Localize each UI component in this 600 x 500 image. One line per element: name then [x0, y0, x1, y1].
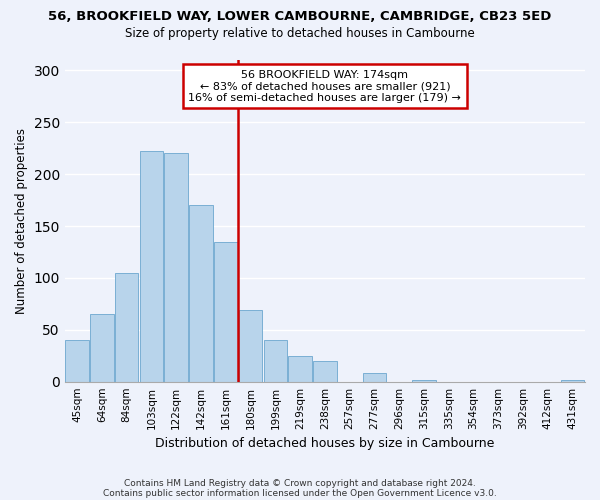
- Text: 56, BROOKFIELD WAY, LOWER CAMBOURNE, CAMBRIDGE, CB23 5ED: 56, BROOKFIELD WAY, LOWER CAMBOURNE, CAM…: [49, 10, 551, 23]
- Bar: [65, 340, 89, 382]
- Bar: [164, 154, 188, 382]
- Bar: [313, 361, 337, 382]
- Bar: [214, 242, 238, 382]
- Bar: [115, 272, 139, 382]
- Text: 56 BROOKFIELD WAY: 174sqm
← 83% of detached houses are smaller (921)
16% of semi: 56 BROOKFIELD WAY: 174sqm ← 83% of detac…: [188, 70, 461, 103]
- Text: Size of property relative to detached houses in Cambourne: Size of property relative to detached ho…: [125, 28, 475, 40]
- Bar: [239, 310, 262, 382]
- Text: Contains public sector information licensed under the Open Government Licence v3: Contains public sector information licen…: [103, 488, 497, 498]
- Bar: [140, 152, 163, 382]
- Y-axis label: Number of detached properties: Number of detached properties: [15, 128, 28, 314]
- Bar: [263, 340, 287, 382]
- X-axis label: Distribution of detached houses by size in Cambourne: Distribution of detached houses by size …: [155, 437, 494, 450]
- Text: Contains HM Land Registry data © Crown copyright and database right 2024.: Contains HM Land Registry data © Crown c…: [124, 478, 476, 488]
- Bar: [362, 374, 386, 382]
- Bar: [289, 356, 312, 382]
- Bar: [412, 380, 436, 382]
- Bar: [90, 314, 114, 382]
- Bar: [189, 206, 213, 382]
- Bar: [561, 380, 584, 382]
